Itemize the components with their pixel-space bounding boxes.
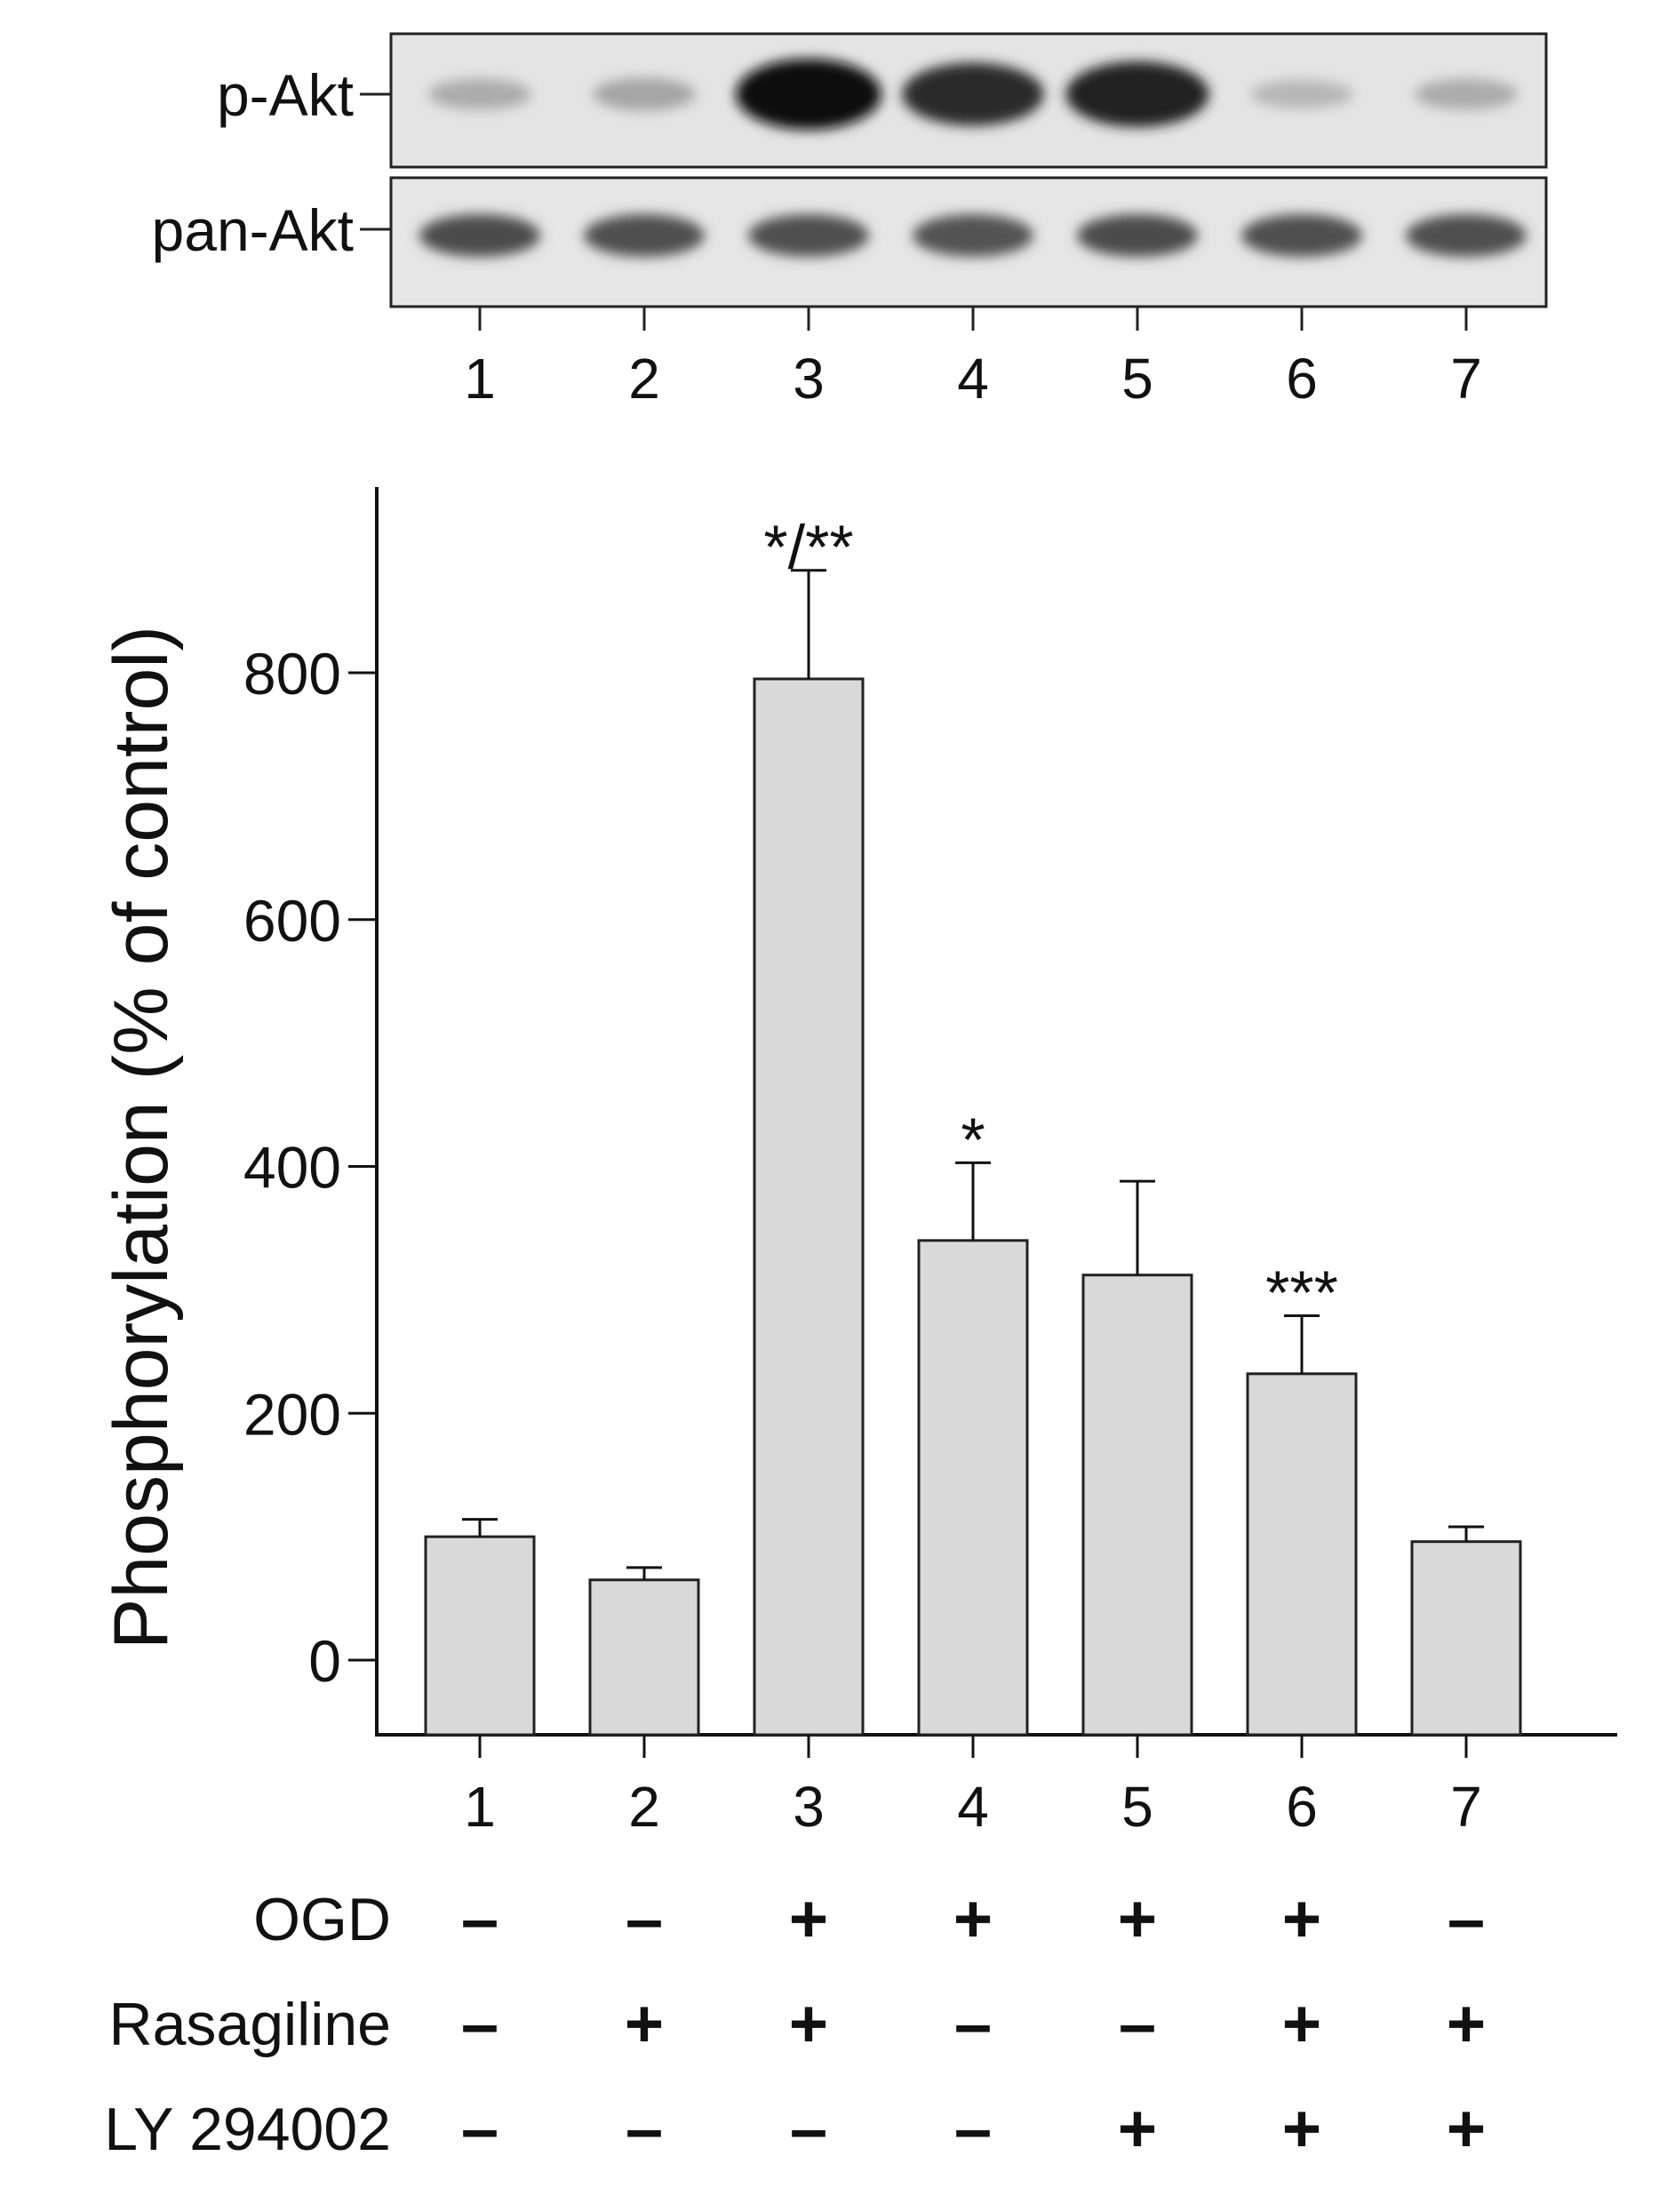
- blot-lane-labels: 1 2 3 4 5 6 7: [464, 347, 1482, 411]
- treatment-symbol: +: [625, 1986, 664, 2062]
- blot-band: [1250, 80, 1353, 108]
- blot-band: [428, 78, 531, 110]
- bar-chart: Phosphorylation (% of control) 020040060…: [99, 487, 1617, 1839]
- x-tick-label: 6: [1286, 1775, 1318, 1839]
- treatment-symbol: –: [954, 2091, 992, 2167]
- y-tick-label: 600: [243, 888, 341, 954]
- x-tick-label: 2: [628, 1775, 660, 1839]
- x-tick-label: 3: [793, 1775, 825, 1839]
- blot-band: [736, 59, 881, 130]
- blot-label-p-akt: p-Akt: [217, 62, 354, 128]
- treatment-label: Rasagiline: [108, 1991, 391, 2058]
- treatment-symbol: +: [1447, 2091, 1486, 2167]
- blot-band: [1077, 214, 1198, 257]
- significance-label: *: [961, 1105, 985, 1174]
- treatment-symbol: –: [954, 1986, 992, 2062]
- treatment-symbol: –: [626, 2091, 663, 2167]
- x-tick-label: 5: [1121, 1775, 1153, 1839]
- blot-lane-label: 2: [628, 347, 660, 411]
- treatment-symbol: +: [1118, 2091, 1157, 2167]
- x-tick-label: 7: [1450, 1775, 1482, 1839]
- blot-label-pan-akt: pan-Akt: [152, 197, 354, 263]
- treatment-symbol: –: [461, 2091, 499, 2167]
- treatment-symbol: +: [1282, 2091, 1321, 2167]
- blot-lane-label: 5: [1121, 347, 1153, 411]
- y-tick-label: 400: [243, 1135, 341, 1201]
- treatment-symbol: –: [461, 1986, 499, 2062]
- x-tick-label: 4: [957, 1775, 989, 1839]
- blot-band: [1065, 61, 1209, 127]
- treatment-symbol: +: [1447, 1986, 1486, 2062]
- blot-lane-label: 3: [793, 347, 825, 411]
- treatment-symbol: +: [1118, 1881, 1157, 1957]
- treatment-symbol: +: [1282, 1986, 1321, 2062]
- bar: [1081, 1274, 1193, 1737]
- blot-band: [748, 214, 869, 257]
- blot-band: [1406, 214, 1527, 257]
- blot-band: [1241, 214, 1362, 257]
- y-axis-ticks: 0 200 400 600 800: [243, 641, 377, 1694]
- bar: [424, 1535, 536, 1737]
- blot-band: [1415, 78, 1518, 110]
- x-tick-label: 1: [464, 1775, 496, 1839]
- bar: [753, 677, 865, 1737]
- treatment-symbol: –: [1448, 1881, 1485, 1957]
- treatment-symbol: –: [626, 1881, 663, 1957]
- blot-band: [419, 214, 540, 257]
- bar: [1410, 1540, 1522, 1737]
- blot-band: [584, 214, 705, 257]
- x-axis-ticks: 1 2 3 4 5 6 7: [464, 1735, 1482, 1839]
- bar: [588, 1578, 700, 1737]
- blot-lane-label: 6: [1286, 347, 1318, 411]
- treatment-symbol: +: [953, 1881, 993, 1957]
- blot-lane-label: 7: [1450, 347, 1482, 411]
- treatment-symbol: +: [789, 1986, 828, 2062]
- treatment-symbol: –: [790, 2091, 827, 2167]
- treatment-symbol: +: [1282, 1881, 1321, 1957]
- blot-lane-label: 4: [957, 347, 989, 411]
- y-tick-label: 0: [308, 1628, 341, 1694]
- y-tick-label: 800: [243, 641, 341, 707]
- treatment-label: OGD: [253, 1886, 391, 1953]
- treatment-symbol: –: [461, 1881, 499, 1957]
- treatment-symbol: +: [789, 1881, 828, 1957]
- blot-lane-ticks: [478, 307, 1468, 331]
- bar: [917, 1239, 1029, 1737]
- treatment-table: OGD – – + + + + – Rasagiline – + + – – + + LY 294002 – – – –…: [104, 1881, 1486, 2167]
- significance-label: */**: [763, 513, 853, 582]
- blot-lane-label: 1: [464, 347, 496, 411]
- western-blot: p-Akt pan-Akt 1 2 3 4 5 6 7: [152, 32, 1548, 411]
- y-tick-label: 200: [243, 1381, 341, 1447]
- significance-label: ***: [1265, 1258, 1338, 1328]
- y-axis-label: Phosphorylation (% of control): [99, 626, 184, 1649]
- treatment-symbol: –: [1119, 1986, 1156, 2062]
- blot-bands: [419, 59, 1527, 257]
- blot-band: [593, 77, 696, 111]
- bar: [1246, 1372, 1358, 1737]
- blot-band: [902, 62, 1044, 126]
- blot-band: [913, 214, 1033, 257]
- treatment-label: LY 294002: [104, 2096, 391, 2163]
- bars: */******: [424, 513, 1522, 1737]
